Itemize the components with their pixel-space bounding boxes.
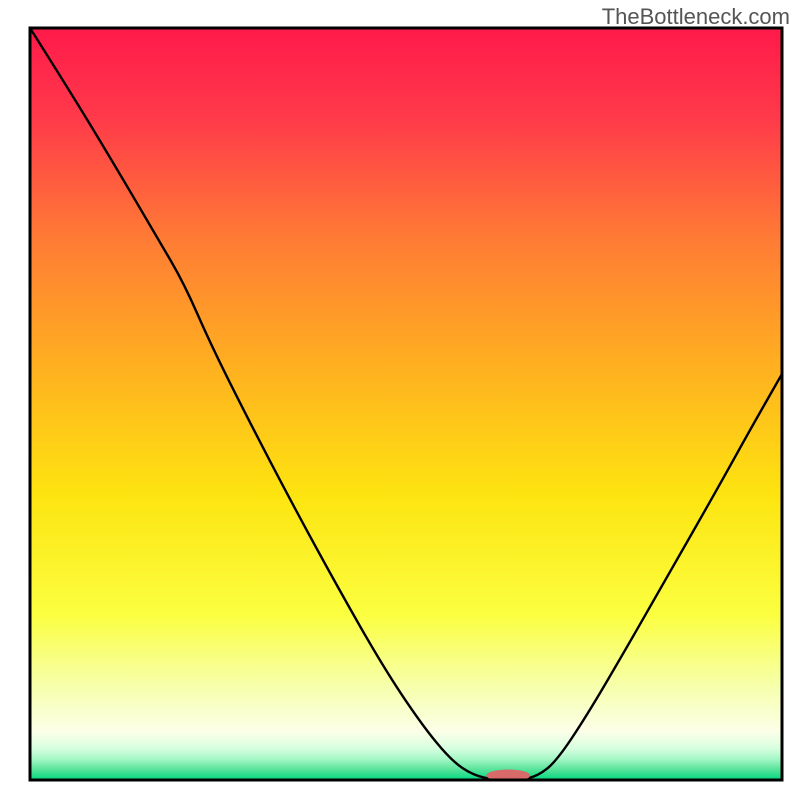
watermark-text: TheBottleneck.com xyxy=(602,4,790,30)
chart-container: TheBottleneck.com xyxy=(0,0,800,800)
gradient-background xyxy=(30,28,782,780)
bottleneck-chart xyxy=(0,0,800,800)
